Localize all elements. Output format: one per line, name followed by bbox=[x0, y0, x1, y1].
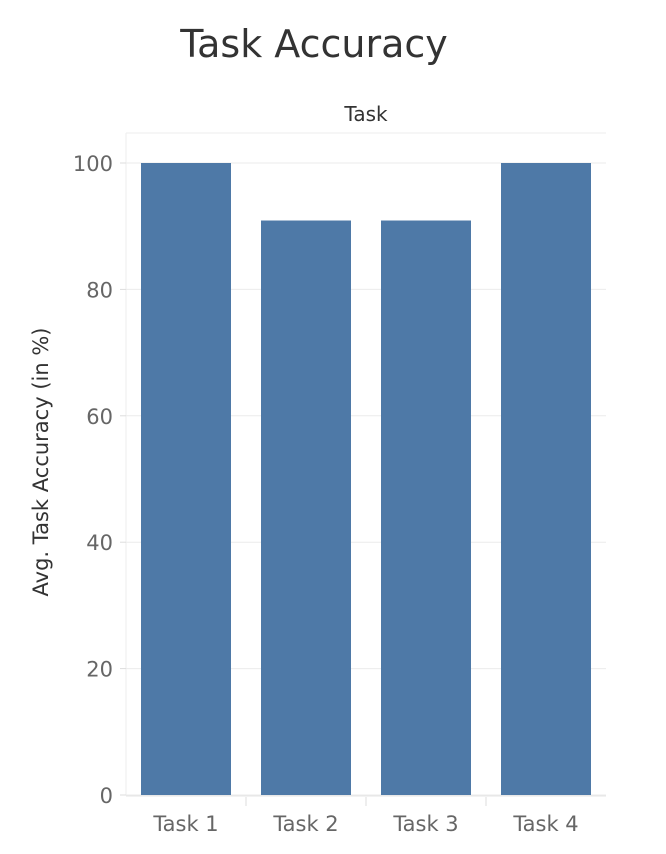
y-axis-title: Avg. Task Accuracy (in %) bbox=[29, 328, 53, 597]
y-tick-label: 20 bbox=[86, 658, 113, 682]
x-tick-label: Task 2 bbox=[272, 812, 338, 836]
x-tick-label: Task 3 bbox=[392, 812, 458, 836]
x-tick-label: Task 4 bbox=[512, 812, 578, 836]
bar[interactable] bbox=[501, 163, 591, 795]
bar[interactable] bbox=[141, 163, 231, 795]
y-tick-label: 0 bbox=[100, 784, 113, 808]
bar[interactable] bbox=[261, 220, 351, 796]
y-tick-label: 40 bbox=[86, 531, 113, 555]
x-axis: Task 1 Task 2 Task 3 Task 4 bbox=[126, 795, 606, 836]
chart-title: Task Accuracy bbox=[180, 22, 448, 66]
y-tick-label: 80 bbox=[86, 278, 113, 302]
y-tick-label: 100 bbox=[73, 152, 113, 176]
bars bbox=[141, 163, 591, 796]
x-tick-label: Task 1 bbox=[152, 812, 218, 836]
column-header: Task bbox=[343, 102, 388, 126]
y-axis: 0 20 40 60 80 100 bbox=[73, 152, 113, 808]
bar[interactable] bbox=[381, 220, 471, 796]
y-tick-label: 60 bbox=[86, 405, 113, 429]
